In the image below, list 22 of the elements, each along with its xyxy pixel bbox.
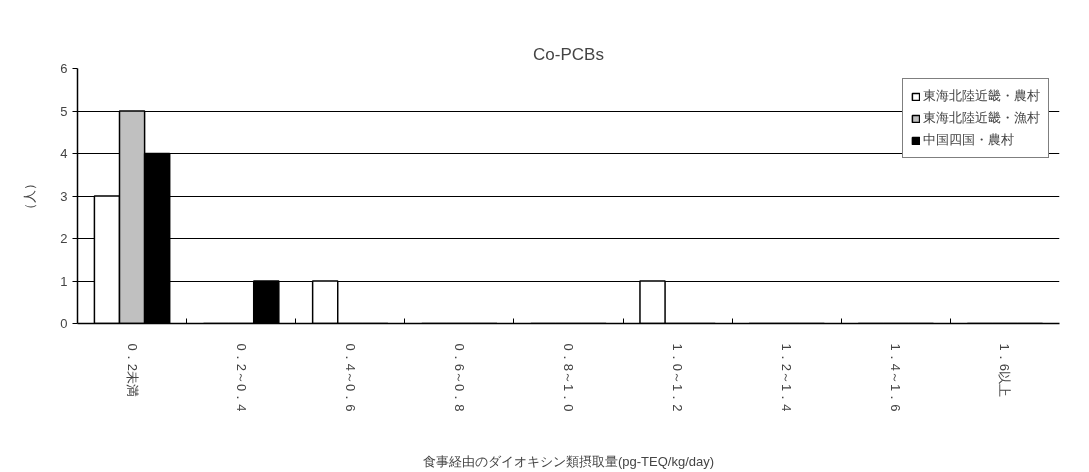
x-tick-label: 1．4～1．6 xyxy=(888,343,904,412)
y-tick-label: 4 xyxy=(60,146,68,161)
y-tick-label: 6 xyxy=(60,61,68,76)
y-tick-label: 5 xyxy=(60,103,68,119)
x-tick-label: 0．2未満 xyxy=(124,343,140,397)
x-tick-label: 0．4～0．6 xyxy=(342,343,358,412)
legend-label: 中国四国・農村 xyxy=(923,131,1014,149)
y-tick-label: 0 xyxy=(60,316,68,331)
chart-title: Co-PCBs xyxy=(533,44,604,64)
x-axis-title: 食事経由のダイオキシン類摂取量(pg-TEQ/kg/day) xyxy=(422,454,715,470)
legend-label: 東海北陸近畿・農村 xyxy=(923,87,1040,105)
x-tick-label: 1．2～1．4 xyxy=(779,343,795,412)
x-tick-label: 1．0～1．2 xyxy=(670,343,686,412)
y-axis-title: （人） xyxy=(22,176,38,216)
x-tick-label: 1．6以上 xyxy=(997,343,1013,397)
y-tick-label: 2 xyxy=(60,231,68,246)
y-tick-label: 1 xyxy=(60,273,68,289)
x-tick-label: 0．8～1．0 xyxy=(561,343,576,412)
y-tick-label: 3 xyxy=(60,188,68,204)
x-tick-label: 0．6～0．8 xyxy=(451,343,467,412)
x-tick-label: 0．2～0．4 xyxy=(233,343,249,412)
legend-label: 東海北陸近畿・漁村 xyxy=(923,109,1040,127)
